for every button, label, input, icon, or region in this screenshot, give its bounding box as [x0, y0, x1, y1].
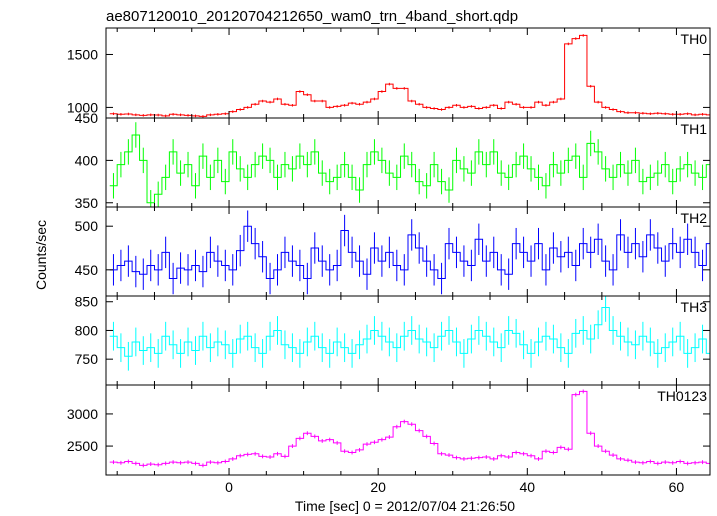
panel-th2: 450 500 TH2	[75, 206, 711, 297]
y-tick-label: 400	[75, 152, 99, 168]
y-tick-label: 350	[75, 195, 99, 211]
x-axis-label: Time [sec] 0 = 2012/07/04 21:26:50	[295, 498, 515, 514]
y-tick-label: 2500	[67, 438, 98, 454]
y-axis-label: Counts/sec	[33, 220, 49, 290]
panel-frame	[105, 295, 711, 386]
panel-th0123: 2500 3000 TH0123	[67, 384, 711, 476]
y-tick-label: 850	[75, 294, 99, 310]
panel-th1: 350 400 450 TH1	[75, 110, 711, 211]
step-line-th0	[109, 34, 710, 117]
y-tick-label: 3000	[67, 406, 98, 422]
panel-label: TH3	[681, 299, 708, 315]
step-line-th0123	[109, 390, 710, 466]
series-th2	[109, 210, 710, 295]
panel-frame	[105, 27, 711, 119]
y-tick-label: 500	[75, 218, 99, 234]
step-line-th2	[109, 225, 710, 280]
series-th1	[109, 122, 710, 207]
panel-label: TH2	[681, 210, 708, 226]
chart-title: ae807120010_20120704212650_wam0_trn_4ban…	[106, 8, 518, 25]
y-tick-label: 750	[75, 351, 99, 367]
panel-frame	[105, 384, 711, 476]
panel-label: TH1	[681, 121, 708, 137]
step-line-th3	[109, 306, 710, 357]
series-th0	[109, 34, 710, 118]
panel-th0: 1000 1500 TH0	[67, 27, 711, 119]
x-tick-label: 0	[225, 479, 233, 495]
y-tick-label: 450	[75, 262, 99, 278]
step-line-th1	[109, 134, 710, 204]
panel-label: TH0	[681, 31, 708, 47]
x-tick-label: 60	[669, 479, 685, 495]
series-th0123	[109, 389, 710, 468]
x-tick-label: 40	[520, 479, 536, 495]
y-tick-label: 800	[75, 322, 99, 338]
series-th3	[109, 296, 710, 371]
y-tick-label: 1500	[67, 46, 98, 62]
x-tick-label: 20	[370, 479, 386, 495]
panels-group: 10001500TH0350400450TH1450500TH275080085…	[67, 27, 711, 495]
y-tick-label: 450	[75, 110, 99, 126]
panel-th3: 750 800 850 TH3	[75, 294, 711, 386]
y-tick-label: 1000	[67, 99, 98, 115]
panel-label: TH0123	[657, 388, 707, 404]
